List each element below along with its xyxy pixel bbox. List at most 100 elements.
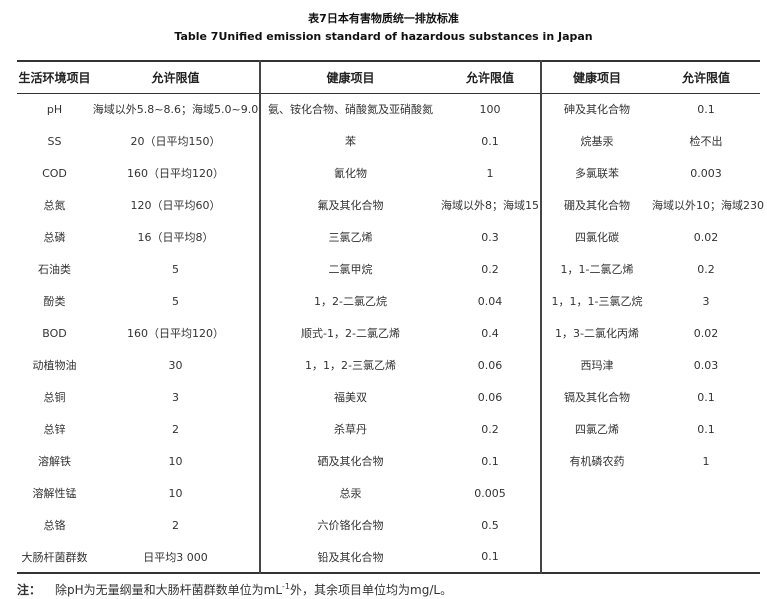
table-title-en: Table 7Unified emission standard of haza… bbox=[174, 30, 593, 43]
limit-cell: 20（日平均150） bbox=[130, 135, 221, 148]
note-text-before: 除pH为无量纲量和大肠杆菌群数单位为mL bbox=[55, 583, 283, 597]
emission-standard-table: 生活环境项目 允许限值 健康项目 允许限值 健康项目 允许限值 pH 海域以外5.8~8.6… bbox=[17, 60, 764, 574]
limit-cell: 0.4 bbox=[481, 326, 499, 340]
table-row: COD 160（日平均120） 氰化物 1 多氯联苯 0.003 bbox=[17, 157, 760, 189]
limit-cell: 0.1 bbox=[697, 102, 715, 116]
item-cell: 溶解性锰 bbox=[32, 487, 77, 500]
limit-cell: 0.1 bbox=[697, 390, 715, 404]
limit-cell: 0.3 bbox=[481, 230, 499, 244]
item-cell: 酚类 bbox=[43, 295, 66, 308]
header-row: 生活环境项目 允许限值 健康项目 允许限值 健康项目 允许限值 bbox=[17, 61, 760, 94]
table-row: 溶解性锰 10 总汞 0.005 bbox=[17, 477, 760, 509]
header-limit: 允许限值 bbox=[440, 61, 541, 94]
health-item-cell: 氰化物 bbox=[259, 157, 440, 189]
table-row: pH 海域以外5.8~8.6；海域5.0~9.0 氨、铵化合物、硝酸氮及亚硝酸氮 10… bbox=[17, 93, 760, 125]
table-row: 石油类 5 二氯甲烷 0.2 1，1-二氯乙烯 0.2 bbox=[17, 253, 760, 285]
item-cell: BOD bbox=[42, 326, 67, 340]
limit-cell: 0.02 bbox=[693, 230, 719, 244]
limit-cell: 10 bbox=[168, 486, 183, 500]
health-item-cell: 1，3-二氯化丙烯 bbox=[540, 317, 652, 349]
item-cell: 总铜 bbox=[43, 391, 66, 404]
health-item-cell: 1，1，1-三氯乙烷 bbox=[540, 285, 652, 317]
health-item-cell: 西玛津 bbox=[540, 349, 652, 381]
health-item-cell: 六价铬化合物 bbox=[259, 509, 440, 541]
health-item-cell: 四氯乙烯 bbox=[540, 413, 652, 445]
header-limit: 允许限值 bbox=[652, 61, 760, 94]
health-item-cell bbox=[540, 541, 652, 573]
limit-cell: 160（日平均120） bbox=[127, 167, 224, 180]
table-row: 大肠杆菌群数 日平均3 000 铅及其化合物 0.1 bbox=[17, 541, 760, 573]
limit-cell: 海域以外10；海域230 bbox=[652, 199, 764, 212]
limit-cell bbox=[652, 509, 760, 541]
health-item-cell: 1，1，2-三氯乙烯 bbox=[259, 349, 440, 381]
limit-cell: 检不出 bbox=[689, 135, 723, 148]
health-item-cell: 硒及其化合物 bbox=[259, 445, 440, 477]
table-row: 总铜 3 福美双 0.06 镉及其化合物 0.1 bbox=[17, 381, 760, 413]
item-cell: 总氮 bbox=[43, 199, 66, 212]
health-item-cell: 总汞 bbox=[259, 477, 440, 509]
health-item-cell: 苯 bbox=[259, 125, 440, 157]
header-health-item: 健康项目 bbox=[259, 61, 440, 94]
note-text-after: 外，其余项目单位均为mg/L。 bbox=[290, 583, 453, 597]
item-cell: 动植物油 bbox=[32, 359, 77, 372]
health-item-cell bbox=[540, 477, 652, 509]
limit-cell: 0.2 bbox=[697, 262, 715, 276]
table-row: 总氮 120（日平均60） 氟及其化合物 海域以外8；海域15 硼及其化合物 海域以外10… bbox=[17, 189, 764, 221]
limit-cell: 5 bbox=[172, 262, 179, 276]
limit-cell: 0.1 bbox=[481, 550, 499, 563]
limit-cell: 3 bbox=[172, 390, 179, 404]
health-item-cell: 铅及其化合物 bbox=[259, 541, 440, 573]
table-title-cn: 表7日本有害物质统一排放标准 bbox=[308, 12, 459, 25]
table-row: BOD 160（日平均120） 顺式-1，2-二氯乙烯 0.4 1，3-二氯化丙烯 0.0… bbox=[17, 317, 760, 349]
limit-cell: 0.06 bbox=[477, 390, 503, 404]
note-superscript: -1 bbox=[282, 582, 291, 591]
health-item-cell: 硼及其化合物 bbox=[540, 189, 652, 221]
limit-cell: 160（日平均120） bbox=[127, 327, 224, 340]
note-label: 注： bbox=[17, 583, 42, 597]
health-item-cell: 1，1-二氯乙烯 bbox=[540, 253, 652, 285]
item-cell: SS bbox=[47, 134, 62, 148]
limit-cell: 0.1 bbox=[481, 454, 499, 468]
limit-cell: 3 bbox=[702, 294, 710, 308]
header-life-env-item: 生活环境项目 bbox=[17, 61, 92, 94]
health-item-cell: 多氯联苯 bbox=[540, 157, 652, 189]
health-item-cell: 三氯乙烯 bbox=[259, 221, 440, 253]
limit-cell: 0.04 bbox=[477, 294, 503, 308]
limit-cell: 0.03 bbox=[693, 358, 719, 372]
table-row: SS 20（日平均150） 苯 0.1 烷基汞 检不出 bbox=[17, 125, 760, 157]
table-row: 总磷 16（日平均8） 三氯乙烯 0.3 四氯化碳 0.02 bbox=[17, 221, 760, 253]
limit-cell: 0.2 bbox=[481, 422, 499, 436]
limit-cell: 0.003 bbox=[690, 166, 722, 180]
limit-cell: 1 bbox=[702, 454, 710, 468]
limit-cell: 0.06 bbox=[477, 358, 503, 372]
health-item-cell: 四氯化碳 bbox=[540, 221, 652, 253]
item-cell: 溶解铁 bbox=[38, 455, 71, 468]
item-cell: pH bbox=[46, 102, 63, 116]
item-cell: COD bbox=[42, 166, 67, 180]
table-row: 酚类 5 1，2-二氯乙烷 0.04 1，1，1-三氯乙烷 3 bbox=[17, 285, 760, 317]
health-item-cell: 1，2-二氯乙烷 bbox=[259, 285, 440, 317]
table-body: pH 海域以外5.8~8.6；海域5.0~9.0 氨、铵化合物、硝酸氮及亚硝酸氮 10… bbox=[17, 93, 764, 573]
limit-cell: 0.2 bbox=[481, 262, 499, 276]
health-item-cell: 顺式-1，2-二氯乙烯 bbox=[259, 317, 440, 349]
health-item-cell bbox=[540, 509, 652, 541]
table-note: 注： 除pH为无量纲量和大肠杆菌群数单位为mL-1外，其余项目单位均为mg/L。 bbox=[17, 581, 452, 598]
health-item-cell: 氟及其化合物 bbox=[259, 189, 440, 221]
health-item-cell: 镉及其化合物 bbox=[540, 381, 652, 413]
limit-cell: 0.005 bbox=[474, 486, 506, 500]
health-item-cell: 有机磷农药 bbox=[540, 445, 652, 477]
item-cell: 总铬 bbox=[43, 519, 66, 532]
health-item-cell: 烷基汞 bbox=[540, 125, 652, 157]
health-item-cell: 二氯甲烷 bbox=[259, 253, 440, 285]
limit-cell: 16（日平均8） bbox=[137, 231, 214, 244]
table-row: 溶解铁 10 硒及其化合物 0.1 有机磷农药 1 bbox=[17, 445, 760, 477]
table-row: 总铬 2 六价铬化合物 0.5 bbox=[17, 509, 760, 541]
item-cell: 石油类 bbox=[38, 263, 71, 276]
limit-cell: 100 bbox=[479, 102, 501, 116]
limit-cell: 0.02 bbox=[693, 326, 719, 340]
limit-cell: 5 bbox=[172, 294, 179, 308]
header-limit: 允许限值 bbox=[92, 61, 260, 94]
table-row: 总锌 2 杀草丹 0.2 四氯乙烯 0.1 bbox=[17, 413, 760, 445]
item-cell: 大肠杆菌群数 bbox=[21, 550, 88, 564]
health-item-cell: 福美双 bbox=[259, 381, 440, 413]
